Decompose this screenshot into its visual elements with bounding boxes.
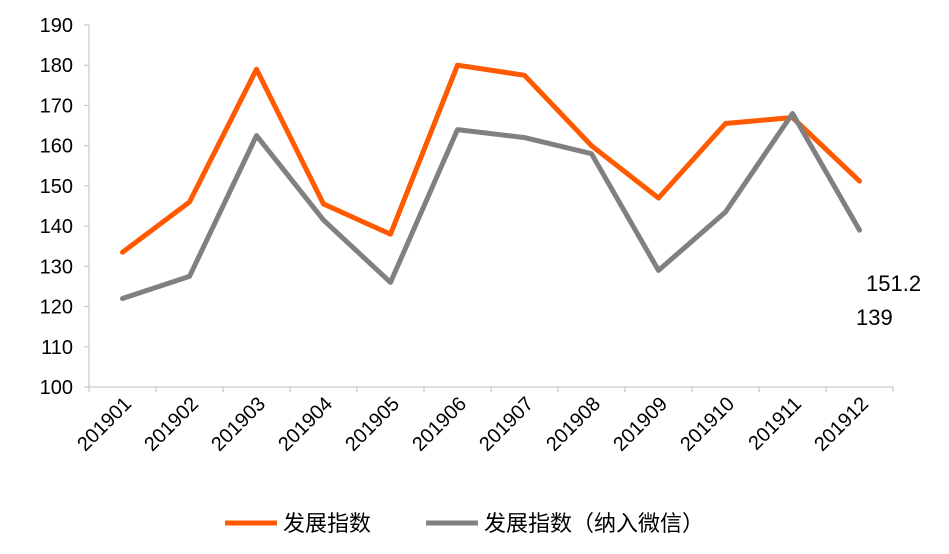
x-tick-label: 201912 [810,393,873,456]
x-tick-label: 201902 [140,393,203,456]
legend-label-series-2: 发展指数（纳入微信） [484,511,704,536]
x-tick-label: 201903 [207,393,270,456]
data-labels: 151.2 139 [856,271,921,330]
series-layer [120,62,862,301]
y-tick-label: 190 [40,15,73,37]
x-tick-label: 201905 [341,393,404,456]
x-tick-label: 201906 [408,393,471,456]
y-tick-label: 170 [40,95,73,117]
data-label-series-1-last: 151.2 [866,271,921,296]
x-tick-label: 201909 [609,393,672,456]
x-axis: 201901 201902 201903 201904 201905 201906 2019… [73,386,894,456]
y-tick-label: 130 [40,256,73,278]
x-tick-label: 201910 [676,393,739,456]
legend-label-series-1: 发展指数 [283,511,371,536]
series-line-1 [120,62,862,255]
x-tick-label: 201907 [475,393,538,456]
y-tick-label: 110 [41,337,73,359]
y-tick-label: 140 [40,216,73,238]
x-tick-label: 201908 [542,393,605,456]
legend: 发展指数 发展指数（纳入微信） [225,511,704,536]
x-tick-label: 201901 [73,393,136,456]
y-axis: 100 110 120 130 140 150 160 170 180 190 [40,15,90,399]
y-tick-label: 150 [40,176,73,198]
y-tick-label: 160 [40,136,73,158]
x-tick-label: 201911 [744,393,806,455]
series-line-2 [120,111,862,301]
y-tick-label: 120 [40,297,73,319]
data-label-series-2-last: 139 [856,305,893,330]
y-tick-label: 100 [40,377,73,399]
y-tick-label: 180 [40,55,73,77]
x-tick-label: 201904 [274,393,337,456]
